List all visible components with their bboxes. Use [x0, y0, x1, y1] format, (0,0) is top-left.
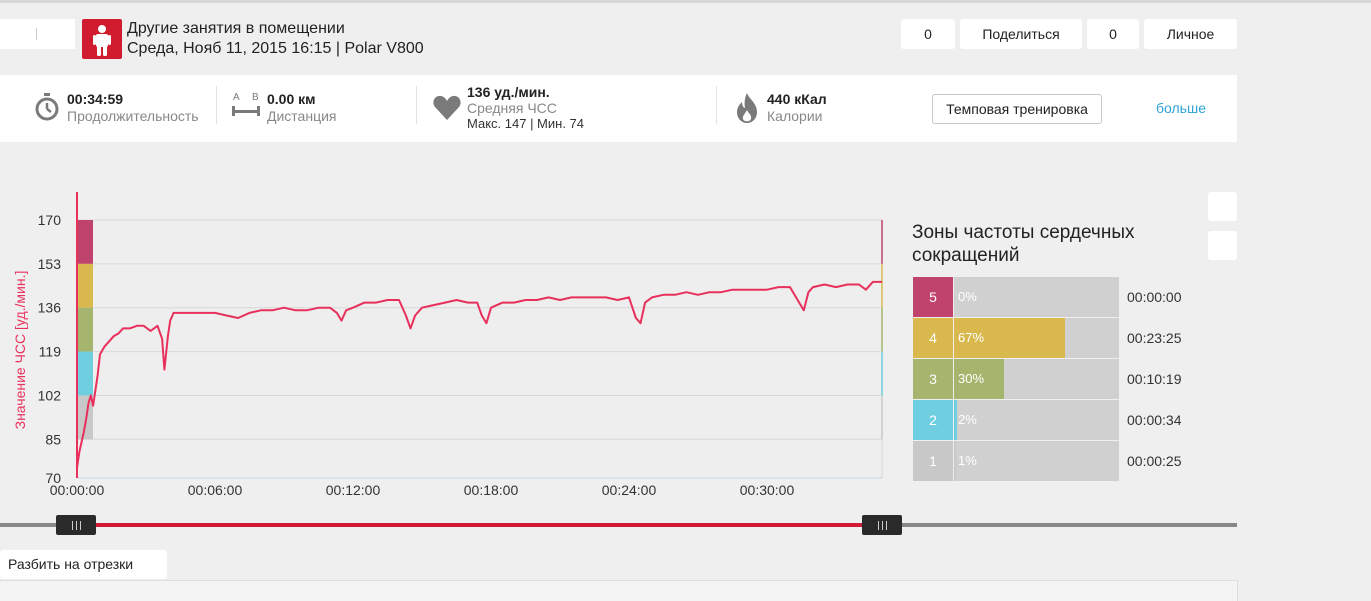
y-tick-label: 70 — [45, 470, 61, 486]
zone-band-1 — [77, 395, 93, 440]
y-tick-label: 153 — [38, 256, 62, 272]
distance-value: 0.00 км — [267, 91, 316, 107]
zone-percent: 67% — [958, 330, 985, 345]
zone-time: 00:00:25 — [1127, 453, 1182, 469]
zone-row-2: 2 2% 00:00:34 — [913, 400, 1182, 440]
heart-rate-value: 136 уд./мин. — [467, 84, 550, 100]
side-button-2[interactable] — [1208, 231, 1237, 260]
privacy-button[interactable]: Личное — [1144, 19, 1237, 49]
side-button-1[interactable] — [1208, 192, 1237, 221]
grip-icon — [72, 521, 81, 530]
zone-bar-track: 30% — [954, 359, 1119, 399]
x-tick-label: 00:06:00 — [188, 482, 243, 498]
person-indoor-icon — [82, 19, 122, 59]
range-start-handle[interactable] — [56, 515, 96, 535]
flame-icon — [737, 93, 757, 123]
grip-icon — [878, 521, 887, 530]
x-tick-label: 00:00:00 — [50, 482, 105, 498]
zone-bar-track: 1% — [954, 441, 1119, 481]
zone-band-3 — [77, 307, 93, 352]
zone-number: 2 — [913, 400, 953, 440]
training-type-button[interactable]: Темповая тренировка — [932, 94, 1102, 124]
plot-area — [77, 220, 882, 478]
zone-percent: 30% — [958, 371, 985, 386]
range-end-handle[interactable] — [862, 515, 902, 535]
y-tick-label: 119 — [39, 344, 62, 360]
divider — [216, 86, 217, 124]
zone-band-2 — [77, 351, 93, 396]
distance-label: Дистанция — [267, 108, 337, 124]
distance-ab-icon: A B — [232, 92, 262, 118]
duration-stat: 00:34:59 Продолжительность — [34, 75, 214, 142]
more-link[interactable]: больше — [1156, 100, 1206, 116]
bottom-panel — [0, 580, 1238, 601]
y-tick-label: 136 — [38, 300, 62, 316]
zone-bar-track: 2% — [954, 400, 1119, 440]
likes-count-button[interactable]: 0 — [901, 19, 955, 49]
y-tick-label: 102 — [38, 387, 62, 403]
zone-bar-fill — [954, 400, 958, 440]
y-axis-title: Значение ЧСС [уд./мин.] — [12, 271, 28, 430]
top-border — [0, 0, 1371, 3]
x-tick-label: 00:30:00 — [740, 482, 795, 498]
y-tick-label: 170 — [38, 212, 62, 228]
back-button-group[interactable] — [0, 19, 75, 49]
heart-rate-label: Средняя ЧСС — [467, 100, 557, 116]
range-slider-selection — [95, 523, 865, 527]
zone-row-1: 1 1% 00:00:25 — [913, 441, 1182, 481]
zone-band-5 — [77, 220, 93, 264]
x-tick-label: 00:12:00 — [326, 482, 381, 498]
activity-title: Другие занятия в помещении — [127, 20, 345, 37]
zone-bar-fill — [954, 318, 1065, 358]
zone-time: 00:10:19 — [1127, 371, 1182, 387]
heart-rate-series-line — [76, 280, 882, 468]
comments-count-button[interactable]: 0 — [1087, 19, 1139, 49]
split-into-segments-button[interactable]: Разбить на отрезки — [0, 550, 167, 579]
share-button[interactable]: Поделиться — [960, 19, 1082, 49]
x-tick-label: 00:18:00 — [464, 482, 519, 498]
calories-value: 440 кКал — [767, 91, 827, 107]
zone-percent: 1% — [958, 453, 977, 468]
zone-bar-track: 0% — [954, 277, 1119, 317]
duration-value: 00:34:59 — [67, 91, 124, 107]
x-tick-label: 00:24:00 — [602, 482, 657, 498]
zone-row-3: 3 30% 00:10:19 — [913, 359, 1182, 399]
zones-title: Зоны частоты сердечных сокращений — [912, 222, 1135, 266]
zone-percent: 2% — [958, 412, 977, 427]
zone-time: 00:23:25 — [1127, 330, 1182, 346]
zone-number: 5 — [913, 277, 953, 317]
zone-bar-fill — [954, 441, 956, 481]
calories-stat: 440 кКал Калории — [735, 75, 915, 142]
heart-rate-stat: 136 уд./мин. Средняя ЧСС Макс. 147 | Мин… — [433, 75, 703, 142]
divider — [416, 86, 417, 124]
button-divider — [36, 28, 37, 40]
heart-rate-max-min: Макс. 147 | Мин. 74 — [467, 116, 585, 131]
zone-band-4 — [77, 263, 93, 308]
zone-number: 3 — [913, 359, 953, 399]
distance-stat: A B 0.00 км Дистанция — [232, 75, 412, 142]
calories-label: Калории — [767, 108, 823, 124]
zone-percent: 0% — [958, 289, 977, 304]
zone-number: 1 — [913, 441, 953, 481]
y-tick-label: 85 — [45, 431, 61, 447]
zone-row-4: 4 67% 00:23:25 — [913, 318, 1182, 358]
activity-subtitle: Среда, Нояб 11, 2015 16:15 | Polar V800 — [127, 40, 424, 57]
zone-bar-track: 67% — [954, 318, 1119, 358]
summary-bar: 00:34:59 Продолжительность A B 0.00 км Д… — [0, 75, 1237, 142]
zone-time: 00:00:34 — [1127, 412, 1182, 428]
zone-bar-fill — [954, 359, 1004, 399]
heart-icon — [433, 95, 461, 120]
stopwatch-icon — [35, 93, 59, 121]
divider — [716, 86, 717, 124]
zone-time: 00:00:00 — [1127, 289, 1182, 305]
zone-number: 4 — [913, 318, 953, 358]
duration-label: Продолжительность — [67, 108, 199, 124]
zone-row-5: 5 0% 00:00:00 — [913, 277, 1182, 317]
